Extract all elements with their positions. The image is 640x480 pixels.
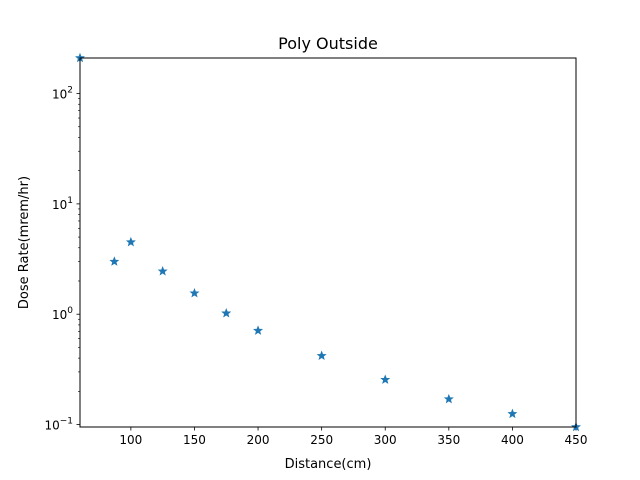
x-tick-label: 300	[374, 433, 397, 447]
data-point-star	[125, 236, 136, 247]
data-point-star	[221, 308, 232, 318]
y-tick-label: 102	[52, 86, 73, 102]
x-tick-label: 350	[437, 433, 460, 447]
data-point-star	[380, 374, 391, 384]
x-tick-label: 400	[501, 433, 524, 447]
data-point-star	[443, 393, 454, 404]
plot-area-frame	[79, 57, 577, 428]
data-point-star	[316, 350, 327, 361]
chart-title: Poly Outside	[278, 34, 378, 53]
data-point-star	[507, 408, 518, 419]
y-axis-label: Dose Rate(mrem/hr)	[17, 176, 32, 309]
data-point-star	[109, 256, 120, 266]
ticks-layer: 100 150 200 250 300 350 400 450 10−1 100 101 102	[44, 60, 587, 447]
y-tick-label: 100	[52, 306, 73, 322]
x-tick-label: 250	[310, 433, 333, 447]
x-tick-label: 150	[183, 433, 206, 447]
x-tick-label: 450	[565, 433, 588, 447]
y-tick-label: 101	[52, 196, 73, 212]
y-tick-label: 10−1	[44, 417, 73, 433]
data-point-star	[157, 266, 168, 276]
data-point-star	[189, 287, 200, 298]
x-tick-label: 200	[247, 433, 270, 447]
x-axis-label: Distance(cm)	[285, 457, 372, 472]
data-point-star	[253, 325, 264, 335]
x-tick-label: 100	[119, 433, 142, 447]
